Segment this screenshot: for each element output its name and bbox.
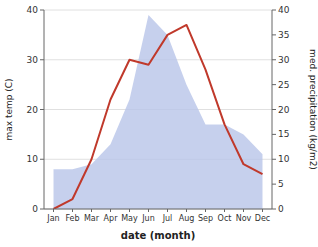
x-tick [224, 209, 225, 212]
x-tick [262, 209, 263, 212]
y-tick-label: 30 [27, 55, 39, 65]
x-tick [186, 209, 187, 212]
y-axis [44, 10, 45, 209]
y2-tick-label: 10 [278, 154, 290, 164]
x-tick-label: Oct [218, 214, 232, 223]
y-tick-label: 10 [27, 154, 39, 164]
y-tick [40, 59, 44, 60]
x-tick [110, 209, 111, 212]
x-axis [44, 209, 272, 210]
x-tick [205, 209, 206, 212]
x-tick [167, 209, 168, 212]
x-tick-label: Dec [255, 214, 270, 223]
x-tick-label: Jan [46, 214, 59, 223]
y2-tick [272, 59, 276, 60]
y-tick [40, 10, 44, 11]
y2-tick-label: 0 [278, 204, 284, 214]
x-tick-label: Apr [104, 214, 119, 223]
grid-line [44, 209, 272, 210]
y-tick [40, 109, 44, 110]
x-tick-label: May [121, 214, 138, 223]
y2-tick-label: 40 [278, 5, 290, 15]
y-axis-label: max temp (C) [4, 78, 14, 140]
y2-axis [272, 10, 273, 209]
x-axis-label: date (month) [121, 230, 195, 241]
y2-axis-label: med. precipitation (kg/m2) [308, 49, 318, 170]
x-tick [53, 209, 54, 212]
y2-tick [272, 109, 276, 110]
y2-tick-label: 35 [278, 30, 289, 40]
x-tick-label: Sep [198, 214, 213, 223]
y2-tick-label: 30 [278, 55, 290, 65]
grid-line [44, 10, 272, 11]
precip-area [54, 15, 263, 209]
x-tick-label: Jun [141, 214, 155, 223]
x-tick-label: Aug [179, 214, 195, 223]
x-tick-label: Feb [65, 214, 79, 223]
x-tick-label: Mar [84, 214, 100, 223]
temp-line [54, 25, 263, 209]
y-tick-label: 40 [27, 5, 39, 15]
y-tick-label: 20 [27, 105, 39, 115]
y2-tick-label: 25 [278, 80, 289, 90]
y-tick [40, 159, 44, 160]
y2-tick [272, 134, 276, 135]
y2-tick [272, 34, 276, 35]
y-tick [40, 209, 44, 210]
x-tick [129, 209, 130, 212]
y2-tick [272, 10, 276, 11]
y2-tick [272, 209, 276, 210]
y2-tick [272, 184, 276, 185]
y2-tick [272, 84, 276, 85]
x-tick-label: Jul [162, 214, 173, 223]
x-tick [243, 209, 244, 212]
x-tick [91, 209, 92, 212]
chart: 0 10 20 30 40 0 5 10 15 20 25 30 35 40 Jan Feb Mar AprMay… [0, 0, 318, 247]
x-tick [148, 209, 149, 212]
y2-tick-label: 15 [278, 129, 289, 139]
x-tick-label: Nov [236, 214, 252, 223]
plot-area [54, 15, 263, 209]
y2-tick [272, 159, 276, 160]
y2-tick-label: 20 [278, 105, 290, 115]
y2-tick-label: 5 [278, 179, 284, 189]
x-tick [72, 209, 73, 212]
y-tick-label: 0 [32, 204, 38, 214]
